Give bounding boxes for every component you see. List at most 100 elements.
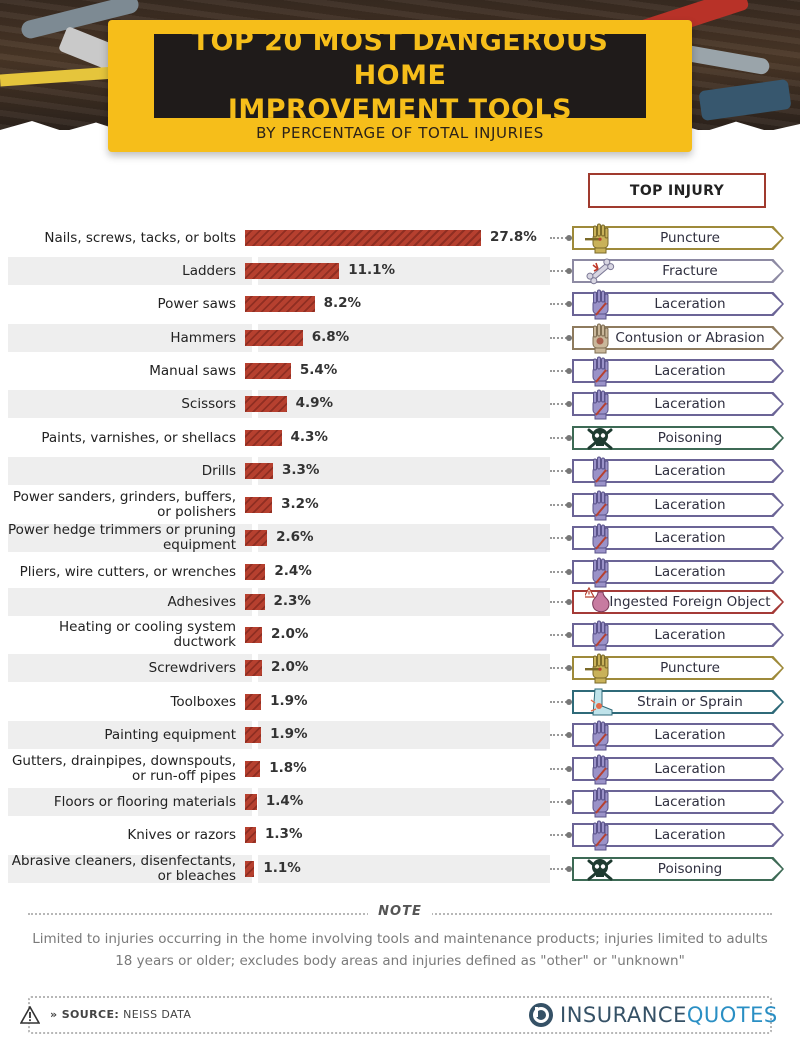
- chart-row: Power sanders, grinders, buffers, or pol…: [0, 488, 800, 522]
- connector-line: [550, 270, 570, 272]
- bar: [245, 363, 291, 379]
- connector-line: [550, 734, 570, 736]
- bar: [245, 564, 266, 580]
- value-label: 27.8%: [490, 229, 537, 245]
- category-label: Scissors: [181, 395, 236, 412]
- injury-label: Poisoning: [657, 430, 723, 446]
- category-label: Paints, varnishes, or shellacs: [41, 429, 236, 446]
- injury-label: Laceration: [654, 761, 726, 777]
- hand-cut-icon: [592, 754, 609, 785]
- connector-line: [550, 470, 570, 472]
- chart-row: Power saws 8.2% Laceration: [0, 287, 800, 321]
- connector-line: [550, 237, 570, 239]
- connector-line: [550, 437, 570, 439]
- broken-bone-icon: [586, 258, 615, 285]
- chart-row: Floors or flooring materials 1.4% Lacerati…: [0, 785, 800, 819]
- note-heading: NOTE: [368, 904, 432, 919]
- injury-label: Laceration: [654, 363, 726, 379]
- connector-dot: [566, 832, 572, 838]
- bar: [245, 263, 340, 279]
- bar: [245, 530, 268, 546]
- category-label: Pliers, wire cutters, or wrenches: [19, 563, 236, 580]
- connector-line: [550, 303, 570, 305]
- value-label: 3.2%: [281, 496, 319, 512]
- injury-tag: Strain or Sprain: [572, 690, 784, 714]
- injury-label: Poisoning: [657, 861, 723, 877]
- connector-dot: [566, 502, 572, 508]
- connector-dot: [566, 335, 572, 341]
- hand-cut-icon: [592, 557, 609, 588]
- hand-cut-icon: [592, 456, 609, 487]
- category-label: Screwdrivers: [148, 659, 236, 676]
- chart-row: Toolboxes 1.9% Strain or Sprain: [0, 685, 800, 719]
- bar: [245, 296, 315, 312]
- injury-label: Laceration: [654, 627, 726, 643]
- injury-label: Laceration: [654, 530, 726, 546]
- connector-line: [550, 537, 570, 539]
- injury-label: Laceration: [654, 396, 726, 412]
- category-label: Painting equipment: [104, 726, 236, 743]
- value-label: 2.6%: [276, 529, 314, 545]
- connector-dot: [566, 665, 572, 671]
- chart-row: Drills 3.3% Laceration: [0, 454, 800, 488]
- connector-line: [550, 868, 570, 870]
- injury-label: Fracture: [662, 263, 718, 279]
- connector-line: [550, 768, 570, 770]
- connector-dot: [566, 599, 572, 605]
- bar: [245, 694, 262, 710]
- value-label: 11.1%: [348, 262, 396, 278]
- injury-tag: Poisoning: [572, 426, 784, 450]
- logo-mark-icon: [529, 1003, 553, 1027]
- value-label: 2.4%: [274, 563, 312, 579]
- category-label: Ladders: [182, 262, 236, 279]
- connector-dot: [566, 569, 572, 575]
- category-label: Hammers: [170, 329, 236, 346]
- title-banner: TOP 20 MOST DANGEROUS HOME IMPROVEMENT T…: [108, 20, 692, 152]
- hand-cut-icon: [592, 389, 609, 420]
- connector-line: [550, 337, 570, 339]
- hand-puncture-icon: [585, 653, 609, 684]
- category-label: Floors or flooring materials: [53, 793, 236, 810]
- chart-row: Manual saws 5.4% Laceration: [0, 354, 800, 388]
- source-text: » SOURCE: NEISS DATA: [50, 1008, 192, 1021]
- value-label: 1.1%: [263, 860, 301, 876]
- skull-crossbones-icon: [587, 428, 613, 450]
- injury-tag: Ingested Foreign Object: [572, 590, 784, 614]
- bar: [245, 627, 262, 643]
- hand-cut-icon: [592, 490, 609, 521]
- value-label: 2.3%: [273, 593, 311, 609]
- chart-row: Ladders 11.1% Fracture: [0, 254, 800, 288]
- category-label: Drills: [201, 462, 236, 479]
- logo-text-quotes: QUOTES: [686, 1003, 778, 1027]
- injury-label: Laceration: [654, 497, 726, 513]
- warning-icon: [20, 1006, 40, 1024]
- logo-text-insurance: INSURANCE: [560, 1003, 687, 1027]
- injury-label: Laceration: [654, 296, 726, 312]
- connector-line: [550, 370, 570, 372]
- chart-row: Knives or razors 1.3% Laceration: [0, 818, 800, 852]
- connector-dot: [566, 401, 572, 407]
- chart-row: Scissors 4.9% Laceration: [0, 387, 800, 421]
- connector-line: [550, 571, 570, 573]
- connector-line: [550, 667, 570, 669]
- bar: [245, 827, 257, 843]
- hand-puncture-icon: [585, 223, 609, 254]
- value-label: 6.8%: [311, 329, 350, 345]
- bar: [245, 430, 282, 446]
- bar: [245, 330, 303, 346]
- bar: [245, 594, 265, 610]
- bar: [245, 463, 273, 479]
- injury-label: Laceration: [654, 727, 726, 743]
- injury-label: Laceration: [654, 564, 726, 580]
- connector-dot: [566, 632, 572, 638]
- category-label: Gutters, drainpipes, downspouts, or run-…: [11, 753, 236, 784]
- chart-row: Power hedge trimmers or pruning equipmen…: [0, 521, 800, 555]
- connector-dot: [566, 799, 572, 805]
- top-injury-header: TOP INJURY: [588, 173, 766, 208]
- bar: [245, 861, 255, 877]
- stomach-warning-icon: [585, 586, 610, 613]
- category-label: Knives or razors: [127, 826, 236, 843]
- injury-label: Ingested Foreign Object: [609, 594, 771, 610]
- chart-row: Abrasive cleaners, disenfectants, or ble…: [0, 852, 800, 886]
- chart-row: Gutters, drainpipes, downspouts, or run-…: [0, 752, 800, 786]
